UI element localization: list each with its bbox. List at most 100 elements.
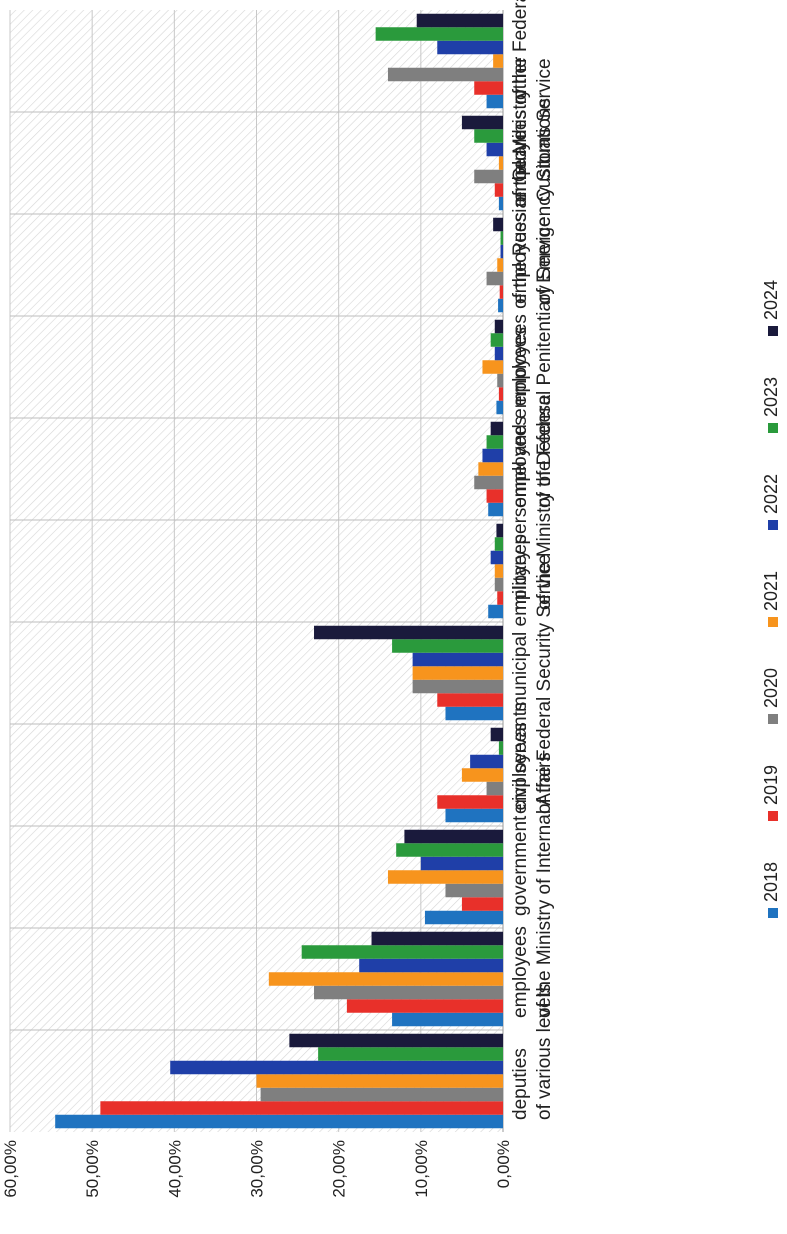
bar (437, 795, 503, 809)
bar (445, 808, 503, 823)
bar (490, 421, 503, 436)
bar (404, 829, 503, 844)
category-label: other (510, 56, 531, 100)
bar (486, 142, 503, 157)
category-label: Customs Service (534, 58, 555, 202)
bar (486, 94, 503, 109)
category-label: employees of the Ministry (510, 88, 531, 304)
bar (488, 502, 503, 517)
bar (494, 346, 503, 361)
category-label: employees of the Federal (510, 0, 531, 202)
bar (424, 910, 503, 925)
category-label: of the Federal Security Service (534, 554, 555, 814)
bar (482, 448, 503, 463)
bar (359, 958, 503, 973)
bar (100, 1101, 503, 1115)
bar (496, 400, 503, 415)
tick-label: 0,00% (494, 1140, 513, 1188)
legend-swatch (768, 617, 778, 627)
bar (474, 169, 503, 184)
bar (493, 54, 503, 68)
bar (488, 604, 503, 619)
bar (289, 1033, 503, 1048)
tick-label: 50,00% (83, 1140, 102, 1198)
bar (496, 523, 503, 538)
category-label: municipal employees (510, 535, 531, 712)
bar (490, 333, 503, 347)
bar (470, 754, 503, 769)
bar (396, 843, 503, 857)
bar (490, 550, 503, 565)
bar (416, 13, 503, 28)
bar (493, 217, 503, 232)
tick-label: 60,00% (1, 1140, 20, 1198)
value-axis: 0,00% 10,00% 20,00% 30,00% 40,00% 50,00% 60,00… (1, 1140, 513, 1198)
legend-label: 2019 (761, 765, 781, 805)
bar (256, 1074, 503, 1088)
category-label: military personnel and employees (510, 327, 531, 610)
bar (499, 285, 503, 299)
category-label: deputies (510, 1048, 531, 1120)
bar (412, 666, 503, 680)
legend-swatch (768, 714, 778, 724)
bar (498, 387, 503, 401)
bar (392, 1012, 503, 1027)
legend-swatch (768, 811, 778, 821)
bar (55, 1114, 504, 1129)
legend-swatch (768, 520, 778, 530)
bar (392, 639, 503, 653)
bar (445, 883, 503, 898)
bar (490, 727, 503, 742)
bar (486, 435, 503, 449)
bar (375, 27, 503, 41)
tick-label: 20,00% (330, 1140, 349, 1198)
category-label: of the Federal Penitentiary Service (534, 217, 555, 509)
grid-layer (9, 10, 504, 1132)
bar (371, 931, 503, 946)
bar (498, 741, 503, 755)
bars-layer (55, 13, 504, 1129)
category-label: government civil servants (510, 702, 531, 916)
legend-label: 2018 (761, 862, 781, 902)
bar (301, 945, 503, 959)
legend-swatch (768, 326, 778, 336)
bar (387, 870, 503, 884)
bar (494, 577, 503, 592)
bar (346, 999, 503, 1013)
legend-label: 2022 (761, 474, 781, 514)
bar (486, 489, 503, 503)
bar (498, 156, 503, 170)
category-label: employees of the Russian Guard (510, 129, 531, 406)
bar (461, 897, 503, 911)
category-label: employees (510, 722, 531, 814)
legend-label: 2021 (761, 571, 781, 611)
bar (437, 693, 503, 707)
legend-label: 2023 (761, 377, 781, 417)
legend: 2018 2019 2020 2021 2022 2023 2024 (761, 280, 781, 918)
bar (412, 679, 503, 694)
bar (498, 298, 503, 313)
legend-label: 2024 (761, 280, 781, 320)
bar (500, 244, 503, 259)
category-label: of Emergency Situations (534, 98, 555, 304)
category-label: employees (510, 416, 531, 508)
bar (474, 81, 503, 95)
bar (497, 591, 503, 605)
bar (500, 231, 503, 245)
bar (260, 1087, 503, 1102)
bar (420, 856, 503, 871)
bar (486, 781, 503, 796)
category-label: of various levels (534, 984, 555, 1120)
bar (318, 1047, 503, 1061)
bar (478, 462, 503, 476)
category-label: of the Ministry of Defense (534, 395, 555, 610)
bar (461, 115, 503, 130)
bar (461, 768, 503, 782)
bar (474, 129, 503, 143)
legend-swatch (768, 423, 778, 433)
bar (412, 652, 503, 667)
category-label: employees (510, 926, 531, 1018)
category-label: of the Ministry of Internal Affairs (534, 752, 555, 1018)
